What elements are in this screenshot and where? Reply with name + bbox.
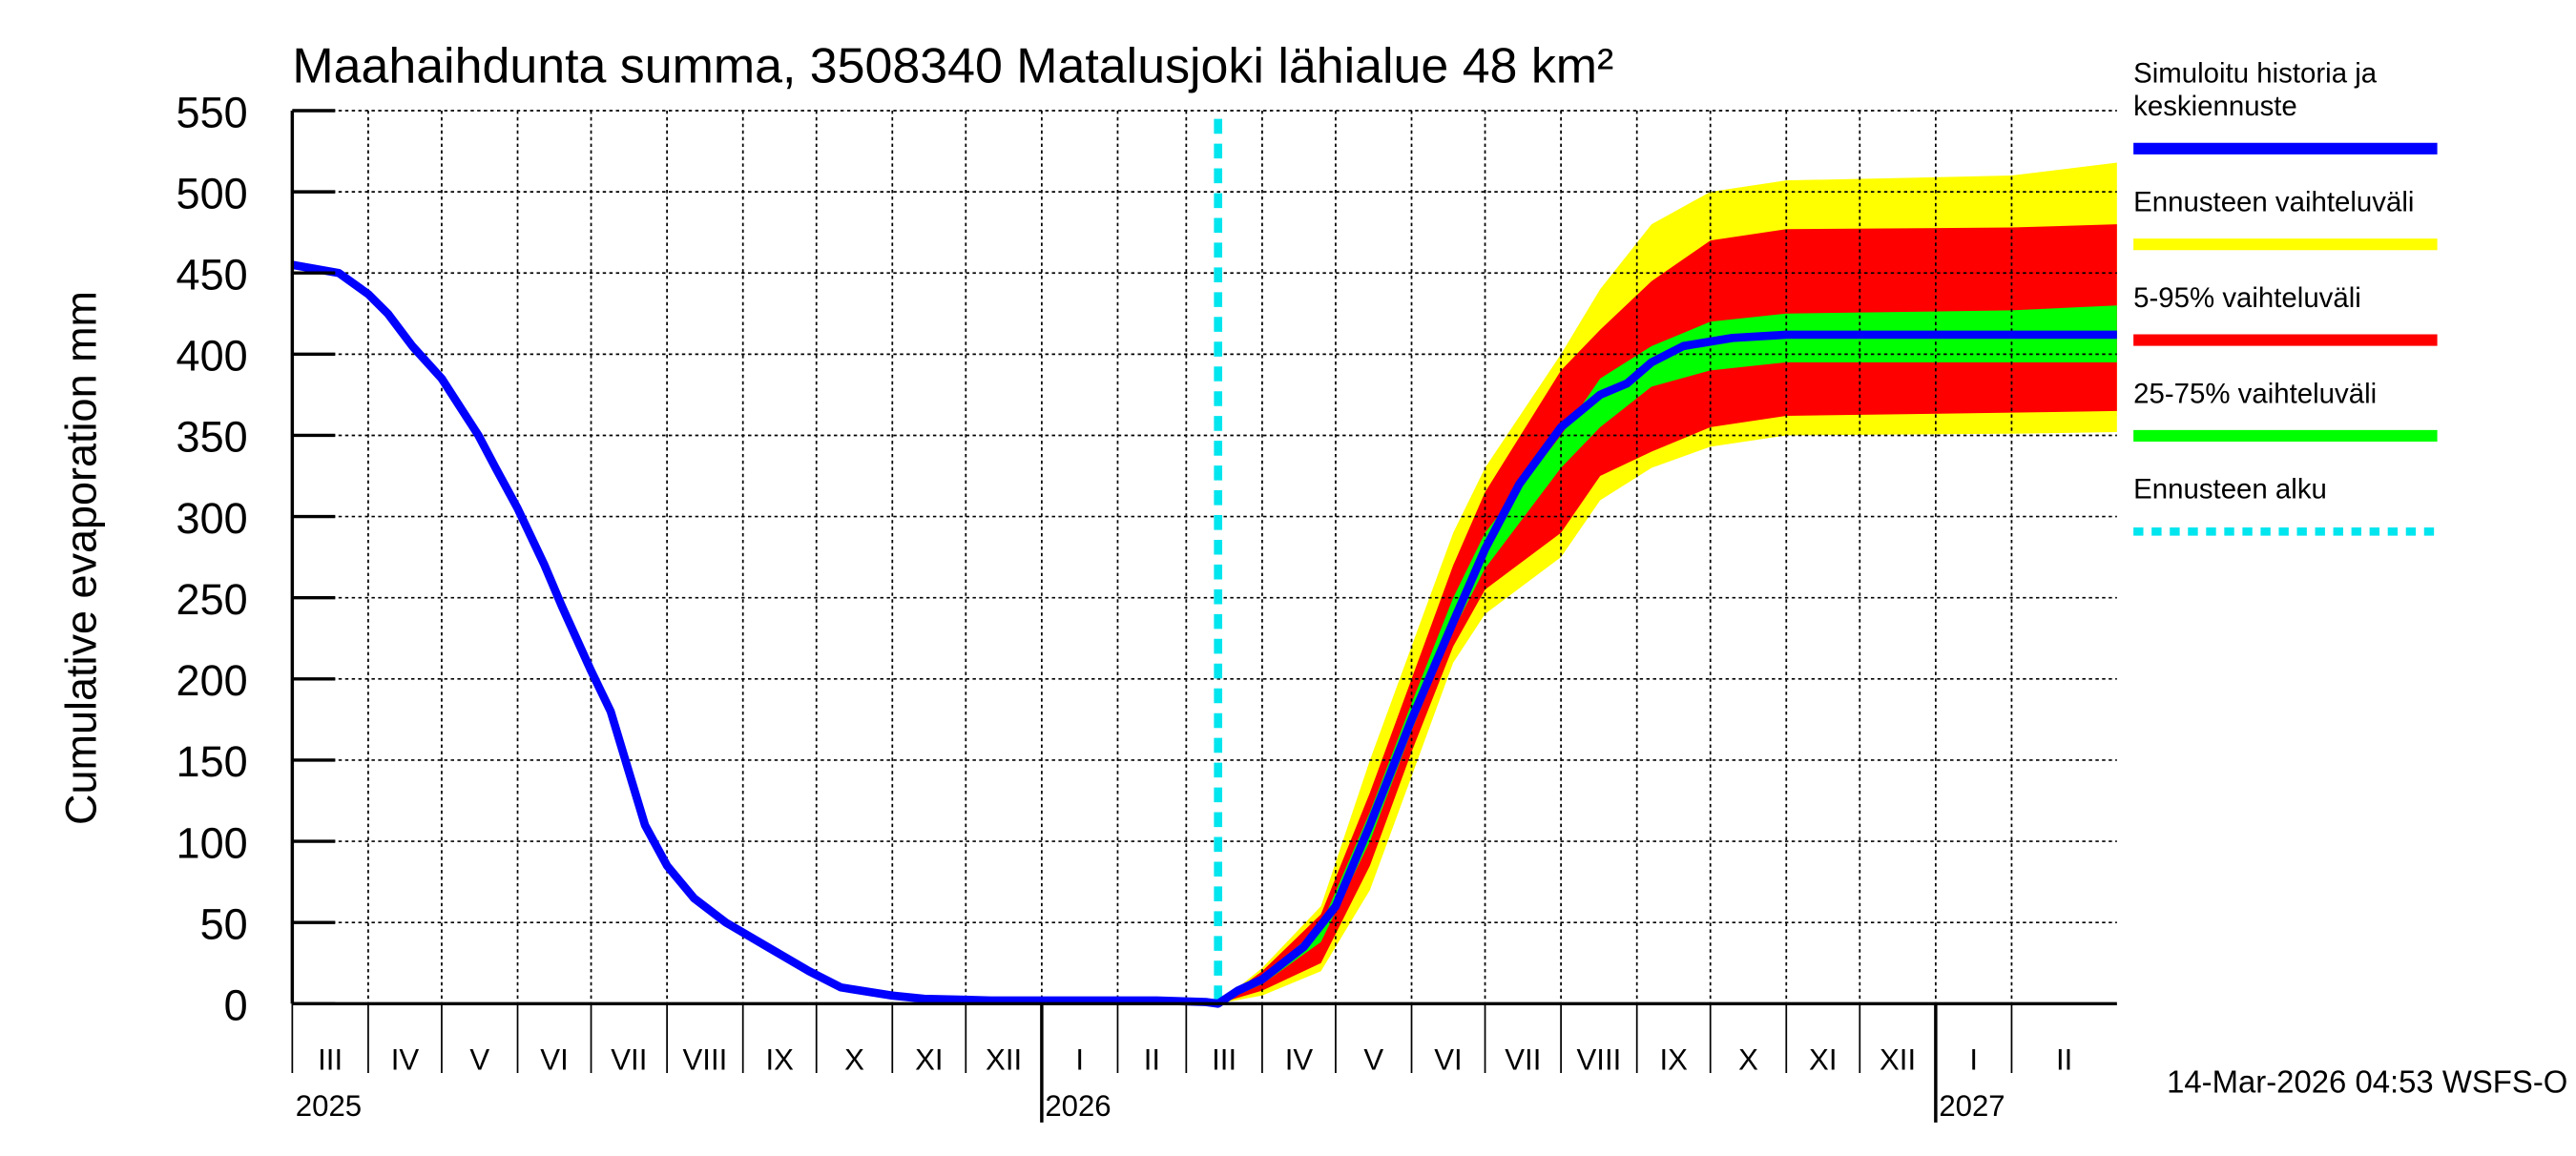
x-month-label: IX — [765, 1043, 794, 1077]
x-month-label: IX — [1659, 1043, 1688, 1077]
footer-timestamp: 14-Mar-2026 04:53 WSFS-O — [2167, 1064, 2567, 1100]
legend-label: 5-95% vaihteluväli — [2133, 282, 2361, 314]
y-tick-label: 50 — [200, 899, 248, 948]
median-series-line — [291, 260, 2117, 1008]
y-tick-label: 400 — [177, 332, 248, 381]
y-tick-label: 150 — [177, 737, 248, 786]
x-month-label: II — [2056, 1043, 2072, 1077]
y-tick-label: 450 — [177, 251, 248, 299]
y-tick-label: 300 — [177, 494, 248, 543]
x-month-label: XI — [915, 1043, 943, 1077]
x-year-label: 2025 — [296, 1089, 362, 1123]
x-month-label: XII — [1880, 1043, 1916, 1077]
x-month-label: IV — [1285, 1043, 1314, 1077]
x-month-label: I — [1969, 1043, 1978, 1077]
x-month-label: XI — [1809, 1043, 1837, 1077]
x-month-label: V — [469, 1043, 489, 1077]
x-month-label: VI — [540, 1043, 568, 1077]
legend-label: Ennusteen vaihteluväli — [2133, 187, 2414, 218]
legend-label: keskiennuste — [2133, 91, 2297, 122]
x-month-label: IV — [391, 1043, 420, 1077]
x-month-label: II — [1144, 1043, 1160, 1077]
x-month-label: III — [1212, 1043, 1236, 1077]
y-tick-label: 500 — [177, 169, 248, 217]
y-tick-label: 350 — [177, 413, 248, 462]
legend-label: Ennusteen alku — [2133, 474, 2327, 506]
x-month-label: X — [844, 1043, 864, 1077]
y-tick-label: 550 — [177, 88, 248, 136]
series-lines — [291, 118, 2117, 1008]
y-tick-label: 100 — [177, 818, 248, 867]
x-year-label: 2027 — [1939, 1089, 2005, 1123]
x-month-label: X — [1738, 1043, 1758, 1077]
x-month-label: VIII — [1577, 1043, 1622, 1077]
x-month-label: VI — [1434, 1043, 1462, 1077]
y-tick-label: 250 — [177, 575, 248, 624]
y-axis-label: Cumulative evaporation mm — [56, 291, 105, 825]
x-month-label: III — [318, 1043, 343, 1077]
y-tick-label: 0 — [224, 981, 248, 1030]
grid — [292, 110, 2117, 1004]
chart-title: Maahaihdunta summa, 3508340 Matalusjoki … — [292, 39, 1613, 94]
forecast-bands — [1217, 162, 2117, 1004]
x-month-label: V — [1363, 1043, 1383, 1077]
y-tick-label: 200 — [177, 656, 248, 705]
x-month-label: I — [1075, 1043, 1084, 1077]
x-year-label: 2026 — [1045, 1089, 1111, 1123]
x-month-label: VII — [611, 1043, 647, 1077]
x-month-label: XII — [986, 1043, 1022, 1077]
legend-label: Simuloitu historia ja — [2133, 58, 2378, 90]
x-month-label: VII — [1505, 1043, 1541, 1077]
legend-label: 25-75% vaihteluväli — [2133, 378, 2377, 409]
x-month-label: VIII — [683, 1043, 728, 1077]
